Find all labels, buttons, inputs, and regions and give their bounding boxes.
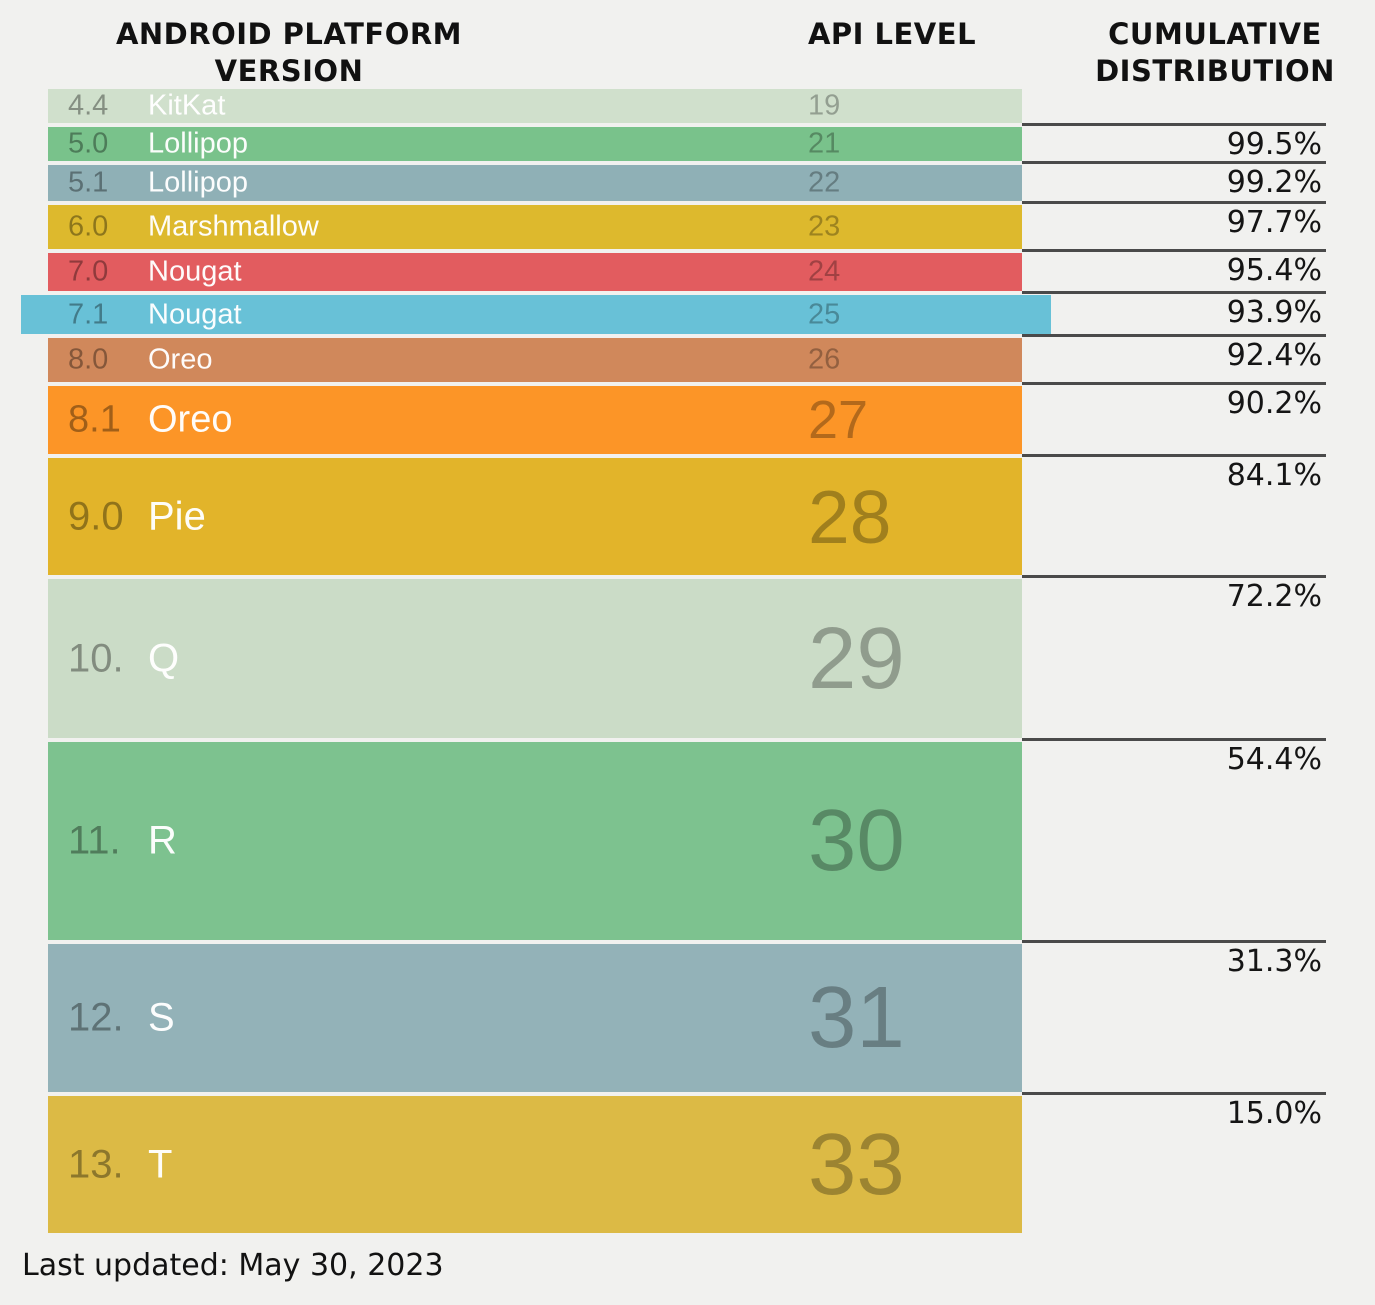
platform-row-content: 9.0 Pie 28 (48, 458, 1022, 575)
cumulative-value: 95.4% (1226, 253, 1322, 288)
platform-row[interactable]: 5.0 Lollipop 21 99.5% (48, 123, 1326, 162)
platform-row-content: 11. R 30 (48, 742, 1022, 940)
cumulative-line: 93.9% (1022, 291, 1326, 330)
version-name: Q (148, 636, 180, 680)
cumulative-line: 31.3% (1022, 940, 1326, 979)
cumulative-value: 99.2% (1226, 165, 1322, 200)
cumulative-value: 54.4% (1226, 742, 1322, 777)
cumulative-line: 84.1% (1022, 454, 1326, 493)
platform-row-content: 6.0 Marshmallow 23 (48, 205, 1022, 249)
version-number: 8.1 (68, 398, 121, 441)
api-level: 29 (808, 609, 905, 707)
version-name: T (148, 1142, 173, 1186)
platform-row-content: 13. T 33 (48, 1096, 1022, 1233)
cumulative-value: 93.9% (1226, 295, 1322, 330)
cumulative-value: 97.7% (1226, 205, 1322, 240)
platform-row[interactable]: 10. Q 29 72.2% (48, 575, 1326, 738)
platform-row[interactable]: 9.0 Pie 28 84.1% (48, 454, 1326, 575)
col-header-platform-line1: ANDROID PLATFORM (115, 17, 463, 51)
version-name: KitKat (148, 89, 226, 122)
api-level: 22 (808, 166, 841, 199)
version-name: Oreo (148, 343, 213, 376)
platform-row-content: 7.0 Nougat 24 (48, 253, 1022, 291)
api-level: 33 (808, 1115, 905, 1213)
version-number: 7.0 (68, 255, 109, 288)
version-number: 10. (68, 636, 124, 680)
cumulative-line: 54.4% (1022, 738, 1326, 777)
last-updated: Last updated: May 30, 2023 (22, 1248, 444, 1283)
version-number: 9.0 (68, 494, 124, 538)
platform-row[interactable]: 8.1 Oreo 27 90.2% (48, 382, 1326, 454)
version-number: 12. (68, 995, 124, 1040)
version-number: 8.0 (68, 343, 109, 376)
platform-row[interactable]: 12. S 31 31.3% (48, 940, 1326, 1092)
platform-row-content: 10. Q 29 (48, 579, 1022, 738)
api-level: 24 (808, 255, 841, 288)
version-number: 4.4 (68, 89, 109, 122)
version-name: Lollipop (148, 166, 248, 199)
cumulative-value: 99.5% (1226, 127, 1322, 162)
platform-row-content: 8.0 Oreo 26 (48, 338, 1022, 382)
cumulative-line: 99.2% (1022, 161, 1326, 200)
platform-row[interactable]: 5.1 Lollipop 22 99.2% (48, 161, 1326, 201)
version-name: R (148, 818, 177, 863)
api-level: 25 (808, 298, 841, 330)
api-level: 27 (808, 390, 869, 450)
platform-row[interactable]: 6.0 Marshmallow 23 97.7% (48, 201, 1326, 249)
platform-row[interactable]: 8.0 Oreo 26 92.4% (48, 334, 1326, 382)
platform-row-content: 8.1 Oreo 27 (48, 386, 1022, 454)
cumulative-value: 90.2% (1226, 386, 1322, 421)
api-level: 21 (808, 127, 841, 160)
platform-row[interactable]: 11. R 30 54.4% (48, 738, 1326, 940)
platform-row-content: 5.0 Lollipop 21 (48, 127, 1022, 161)
version-name: S (148, 995, 175, 1040)
version-name: Nougat (148, 298, 242, 330)
cumulative-line: 15.0% (1022, 1092, 1326, 1131)
cumulative-line: 95.4% (1022, 249, 1326, 288)
version-name: Nougat (148, 255, 242, 288)
version-name: Oreo (148, 398, 233, 441)
col-header-api-level: API LEVEL (807, 17, 977, 51)
platform-row-content: 4.4 KitKat 19 (48, 89, 1022, 123)
cumulative-value: 31.3% (1226, 944, 1322, 979)
version-name: Lollipop (148, 127, 248, 160)
version-number: 6.0 (68, 210, 109, 243)
platform-row[interactable]: 4.4 KitKat 19 (48, 89, 1022, 123)
api-level: 19 (808, 89, 841, 122)
version-name: Marshmallow (148, 210, 319, 243)
cumulative-value: 92.4% (1226, 338, 1322, 373)
platform-row[interactable]: 7.0 Nougat 24 95.4% (48, 249, 1326, 291)
version-name: Pie (148, 494, 206, 538)
api-level: 23 (808, 210, 841, 243)
version-number: 5.1 (68, 166, 109, 199)
cumulative-value: 84.1% (1226, 458, 1322, 493)
cumulative-line: 72.2% (1022, 575, 1326, 614)
cumulative-value: 15.0% (1226, 1096, 1322, 1131)
version-number: 7.1 (68, 298, 109, 330)
col-header-cumulative-line2: DISTRIBUTION (1095, 54, 1335, 88)
version-number: 11. (68, 818, 121, 863)
api-level: 31 (808, 969, 905, 1066)
api-level: 28 (808, 474, 892, 559)
cumulative-line: 97.7% (1022, 201, 1326, 240)
cumulative-line: 90.2% (1022, 382, 1326, 421)
col-header-cumulative-line1: CUMULATIVE (1108, 17, 1322, 51)
version-number: 13. (68, 1142, 124, 1186)
col-header-cumulative: CUMULATIVE DISTRIBUTION (1063, 16, 1367, 90)
rows-container: 4.4 KitKat 19 5.0 Lollipop 21 99.5% 5.1 Lollipop… (0, 89, 1375, 1237)
platform-row-content: 7.1 Nougat 25 (48, 295, 1022, 334)
cumulative-value: 72.2% (1226, 579, 1322, 614)
platform-row[interactable]: 7.1 Nougat 25 93.9% (21, 291, 1326, 334)
version-number: 5.0 (68, 127, 109, 160)
api-level: 30 (808, 792, 905, 889)
cumulative-line: 99.5% (1022, 123, 1326, 162)
api-level: 26 (808, 343, 841, 376)
col-header-platform-line2: VERSION (214, 54, 364, 88)
col-header-platform: ANDROID PLATFORM VERSION (89, 16, 489, 90)
cumulative-line: 92.4% (1022, 334, 1326, 373)
platform-row-content: 5.1 Lollipop 22 (48, 165, 1022, 201)
platform-row[interactable]: 13. T 33 15.0% (48, 1092, 1326, 1233)
platform-row-content: 12. S 31 (48, 944, 1022, 1092)
